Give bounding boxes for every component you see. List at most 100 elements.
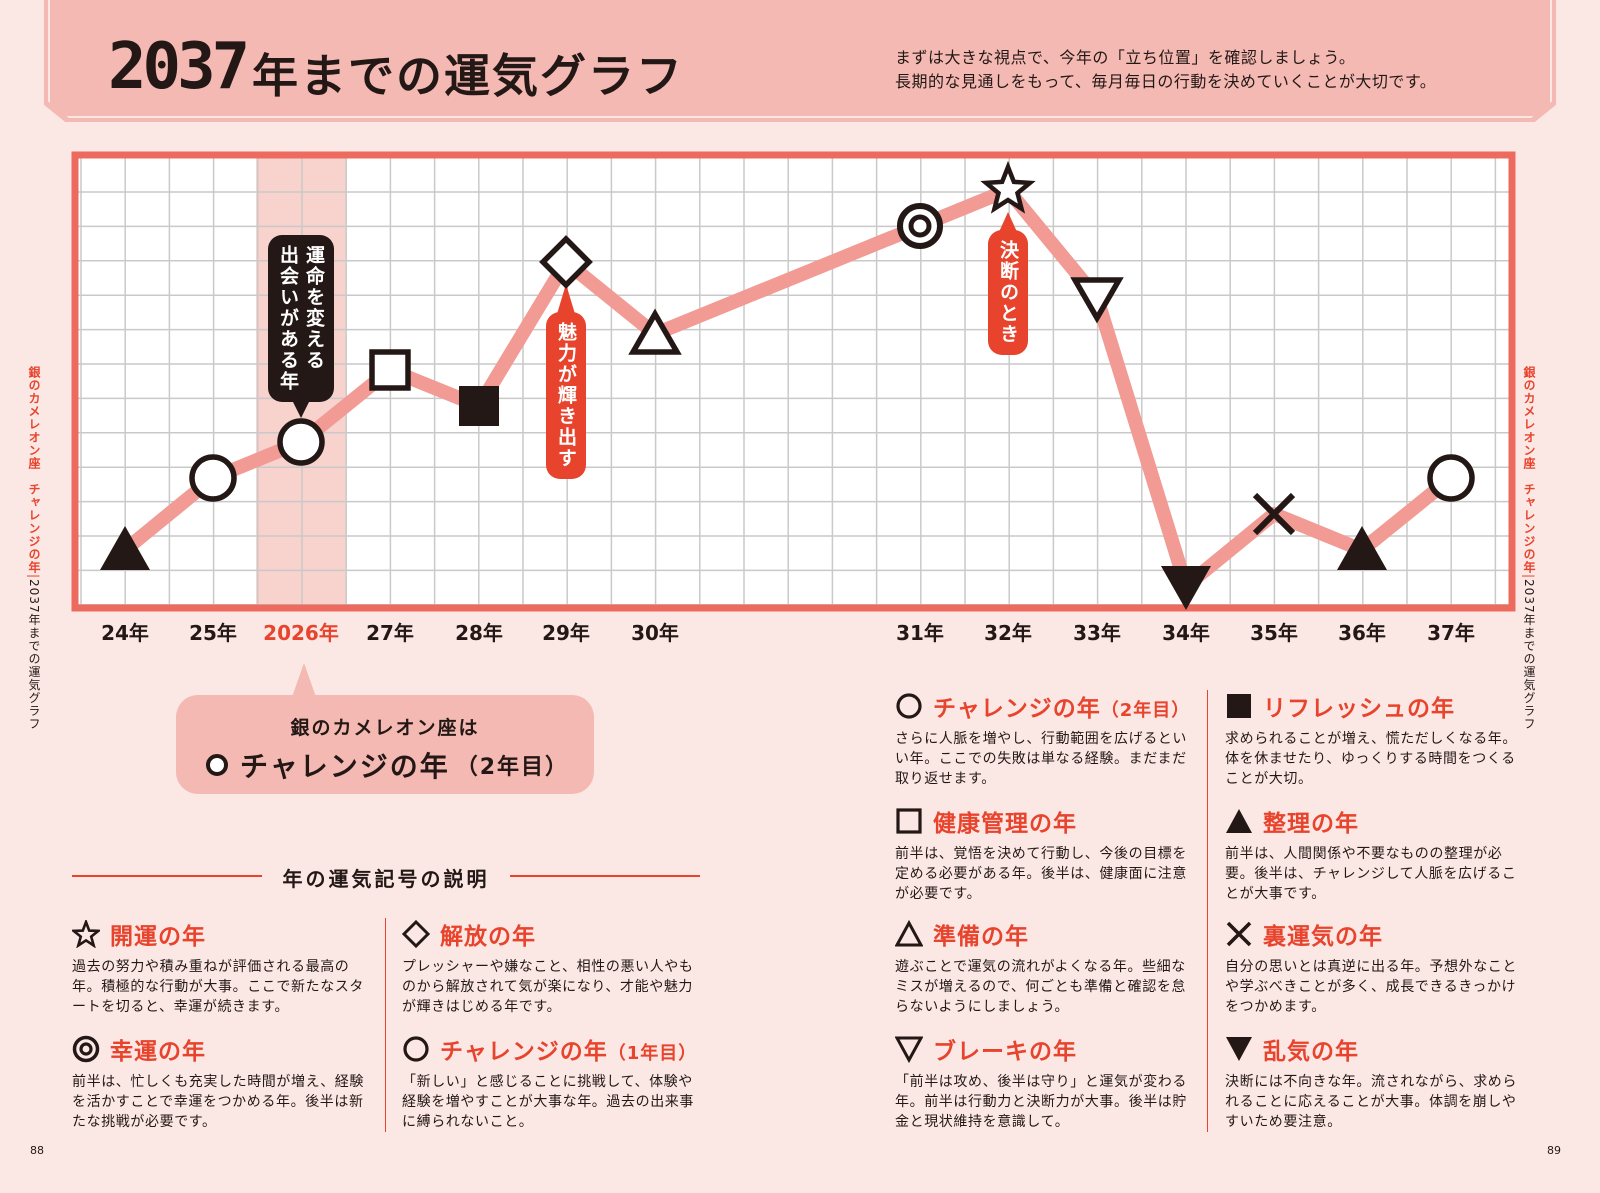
legend-item-title-sub: （2年目） [1100,700,1191,721]
annotation-text: 運命を変える [303,245,325,371]
star-icon [72,920,100,948]
legend-item-title-main: 開運の年 [110,924,206,950]
legend-item-title-main: ブレーキの年 [933,1039,1077,1065]
legend-item-description: 「前半は攻め、後半は守り」と運気が変わる年。前半は行動力と決断力が大事。後半は貯… [895,1074,1187,1130]
diamond-marker [539,235,593,289]
circle-marker [189,454,237,502]
annotation-bubble [988,230,1028,355]
legend-item-head: 準備の年 [895,918,1195,950]
legend-item-title-main: チャレンジの年 [440,1039,608,1065]
heading-rule-right [510,875,700,877]
annotation-text: 魅力が輝き出す [555,321,577,469]
legend-item: 整理の年 前半は、人間関係や不要なものの整理が必要。後半は、チャレンジして人脈を広… [1225,805,1525,904]
legend-item-title: 幸運の年 [110,1032,206,1066]
legend-item-head: チャレンジの年（1年目） [402,1033,702,1065]
legend-item: ブレーキの年「前半は攻め、後半は守り」と運気が変わる年。前半は行動力と決断力が大… [895,1033,1195,1132]
intro-line-1: まずは大きな視点で、今年の「立ち位置」を確認しましょう。 [895,48,1356,67]
legend-item-head: 幸運の年 [72,1033,372,1065]
legend-item-title-main: チャレンジの年 [933,696,1101,722]
annotation-bubble [546,312,586,479]
legend-item-head: 健康管理の年 [895,805,1195,837]
filled-triangle-down-icon [1226,1037,1252,1061]
filled-triangle-icon [1226,809,1252,833]
x-tick-label: 31年 [896,621,944,645]
annotation-bubble [268,235,334,402]
legend-item: チャレンジの年（1年目） 「新しい」と感じることに挑戦して、体験や経験を増やすこと… [402,1033,702,1132]
left-running-head: 銀のカメレオン座 チャレンジの年|2037年までの運気グラフ [26,366,43,731]
chart-frame [71,151,1516,612]
annotation-pointer [557,284,575,314]
x-tick-label: 32年 [984,621,1032,645]
legend-item: 開運の年過去の努力や積み重ねが評価される最高の年。積極的な行動が大事。ここで新た… [72,918,372,1017]
legend-item-title: 健康管理の年 [933,804,1077,838]
double-circle-marker [897,203,943,249]
x-tick-label: 24年 [101,621,149,645]
square-marker [369,349,411,391]
x-tick-label: 36年 [1338,621,1386,645]
header-banner [44,0,1556,122]
legend-item-title: ブレーキの年 [933,1032,1077,1066]
running-head-title: 2037年までの運気グラフ [1522,579,1536,731]
running-head-title: 2037年までの運気グラフ [27,579,41,731]
triangle-down-icon [895,1036,923,1063]
legend-item: リフレッシュの年求められることが増え、慌ただしくなる年。体を休ませたり、ゆっくり… [1225,690,1525,789]
x-tick-label: 25年 [189,621,237,645]
legend-item-title: 解放の年 [440,917,536,951]
annotation-text: 出会いがある年 [277,244,299,392]
triangle-filled-marker [1337,526,1387,570]
legend-item-description: 前半は、忙しくも充実した時間が増え、経験を活かすことで幸運をつかめる年。後半は新… [72,1074,364,1130]
legend-item-head: 開運の年 [72,918,372,950]
legend-item-title-main: リフレッシュの年 [1263,696,1455,722]
page-title-year: 2037 [108,30,250,104]
legend-item-title-main: 整理の年 [1263,811,1359,837]
triangle-filled-marker [100,526,150,570]
legend-item-description: 遊ぶことで運気の流れがよくなる年。些細なミスが増えるので、何ごとも準備と確認を怠… [895,959,1187,1015]
legend-heading: 年の運気記号の説明 [72,863,700,891]
x-tick-label: 37年 [1427,621,1475,645]
legend-item-head: 乱気の年 [1225,1033,1525,1065]
header-banner-border [48,0,1552,118]
cross-icon [1226,921,1252,947]
star-marker [980,160,1036,214]
running-head-section: 銀のカメレオン座 チャレンジの年 [1522,366,1536,574]
circle-marker [277,418,325,466]
circle-marker [1427,454,1475,502]
page-number-left: 88 [30,1144,44,1157]
legend-item-description: 求められることが増え、慌ただしくなる年。体を休ませたり、ゆっくりする時間をつくる… [1225,731,1517,787]
x-tick-label: 27年 [366,621,414,645]
callout-pointer [292,663,316,697]
legend-item-head: 整理の年 [1225,805,1525,837]
callout-year-type: チャレンジの年 [240,750,450,783]
legend-item-title-main: 幸運の年 [110,1039,206,1065]
running-head-section: 銀のカメレオン座 チャレンジの年 [27,366,41,574]
square-icon [896,808,922,834]
running-head-divider: | [1522,574,1536,580]
legend-item-description: 過去の努力や積み重ねが評価される最高の年。積極的な行動が大事。ここで新たなスター… [72,959,364,1015]
x-tick-label: 30年 [631,621,679,645]
annotation-label: 決断のとき [988,212,1028,355]
x-tick-label: 35年 [1250,621,1298,645]
filled-square-icon [1227,694,1251,718]
legend-item-title: 整理の年 [1263,804,1359,838]
column-divider [385,918,386,1132]
legend-item: 解放の年 プレッシャーや嫌なこと、相性の悪い人やものから解放されて気が楽になり、才… [402,918,702,1017]
triangle-marker [628,308,682,355]
legend-item-title-main: 解放の年 [440,924,536,950]
x-axis-labels: 24年 25年 2026年 27年 28年 29年 30年 31年 32年 33年 34年 35年 36… [101,621,1475,645]
legend-item-head: チャレンジの年（2年目） [895,690,1195,722]
x-tick-label: 2026年 [263,621,339,645]
x-tick-label: 33年 [1073,621,1121,645]
chart-markers [100,160,1475,610]
heading-rule-left [72,875,262,877]
legend-item-title-main: 裏運気の年 [1263,924,1383,950]
legend-item-head: リフレッシュの年 [1225,690,1525,722]
callout-year-count: （2年目） [455,755,570,780]
legend-item-description: 「新しい」と感じることに挑戦して、体験や経験を増やすことが大事な年。過去の出来事… [402,1074,694,1130]
column-divider [1207,690,1208,1132]
double-circle-icon [72,1035,100,1063]
legend-item-head: 解放の年 [402,918,702,950]
annotation-label: 魅力が輝き出す [546,284,586,479]
legend-item-title: 裏運気の年 [1263,917,1383,951]
legend-item-title: チャレンジの年（2年目） [933,689,1190,723]
legend-item-description: さらに人脈を増やし、行動範囲を広げるといい年。ここでの失敗は単なる経験。まだまだ… [895,731,1187,787]
